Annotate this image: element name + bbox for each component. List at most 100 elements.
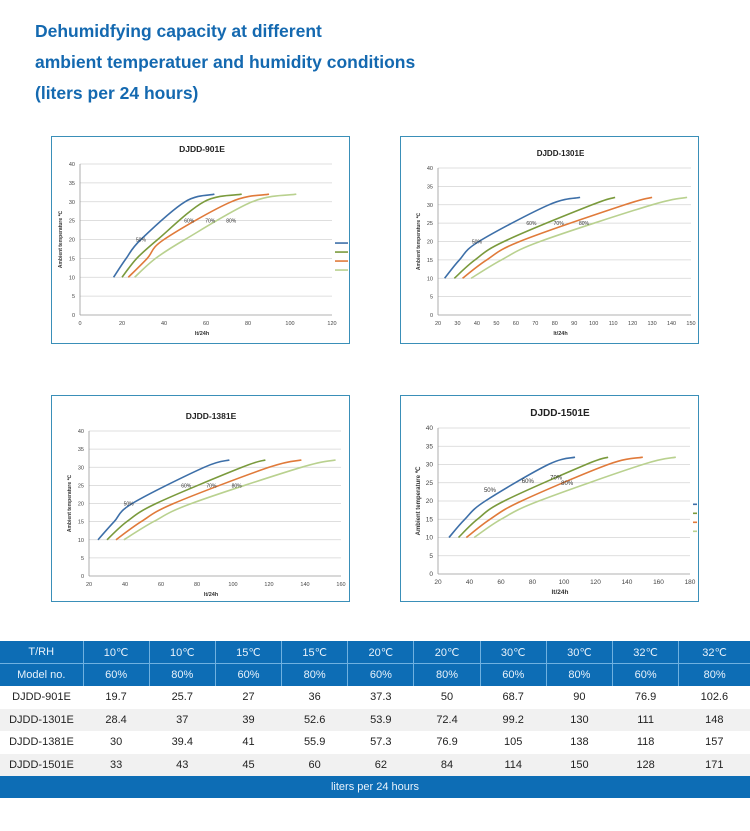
y-tick-label: 0 [429,571,433,578]
table-footer-row: liters per 24 hours [0,776,750,798]
y-tick-label: 5 [430,295,433,301]
x-tick-label: 120 [264,582,273,588]
header-row-temperature: T/RH 10℃ 10℃ 15℃ 15℃ 20℃ 20℃ 30℃ 30℃ 32℃ 32℃ [0,641,750,664]
y-tick-label: 0 [430,313,433,319]
data-annotation: 50% [136,238,147,244]
data-annotation: 70% [205,219,216,225]
chart-djdd-1501e: DJDD-1501E 0 5 10 15 20 25 30 35 40 20 40 60 80 100 120… [400,395,699,602]
x-tick-label: 80 [552,321,558,327]
table-row: DJDD-1381E 30 39.4 41 55.9 57.3 76.9 105 138 118 1… [0,731,750,754]
table-cell: 32℃ [612,641,680,664]
x-tick-label: 40 [466,579,474,586]
data-annotation: 60% [181,483,192,489]
table-cell: 68.7 [480,686,547,709]
table-cell: 10℃ [83,641,150,664]
data-annotation: 80% [232,483,243,489]
table-cell: 157 [678,731,750,754]
chart-djdd-1301e: DJDD-1301E 0 5 10 15 20 25 30 35 40 20 30 40 50 60 70 80… [400,136,699,344]
series-line-50pct [97,459,230,541]
y-tick-label: 20 [426,498,434,505]
table-cell: 15℃ [215,641,283,664]
table-cell: 99.2 [480,708,547,731]
y-tick-label: 15 [427,258,433,264]
x-axis-label: lt/24h [204,592,219,598]
data-annotation: 80% [579,221,590,227]
chart-svg: DJDD-901E 0 5 10 15 20 25 30 35 40 0 20 40 60 80 100 120… [57,144,348,337]
table-cell: 60% [612,663,680,686]
y-tick-label: 40 [69,162,75,168]
y-axis-label: Ambient temperature ℃ [66,474,73,532]
table-cell: 57.3 [347,731,414,754]
x-tick-label: 30 [454,321,460,327]
row-label-cell: DJDD-1501E [0,753,83,776]
row-label-cell: DJDD-1381E [0,731,83,754]
y-tick-label: 40 [78,429,84,435]
x-tick-label: 20 [119,321,125,327]
series-line-50pct [448,456,576,539]
table-cell: 37.3 [347,686,414,709]
x-tick-label: 180 [685,579,696,586]
series-line-60pct [121,193,242,278]
y-tick-label: 25 [69,219,75,225]
data-annotation: 50% [124,502,135,508]
x-tick-label: 100 [589,321,598,327]
row-label-cell: Model no. [0,663,84,686]
y-tick-label: 30 [426,462,434,469]
chart-title: DJDD-901E [179,144,225,154]
data-annotation: 60% [522,479,535,485]
x-tick-label: 70 [532,321,538,327]
page-headline: Dehumidfying capacity at different ambie… [35,16,415,109]
table-cell: 138 [546,731,613,754]
x-tick-label: 90 [571,321,577,327]
x-tick-label: 80 [194,582,200,588]
x-tick-label: 140 [300,582,309,588]
table-cell: 20℃ [413,641,481,664]
table-cell: 130 [546,708,613,731]
table-cell: 150 [546,753,613,776]
table-cell: 60% [215,663,283,686]
x-tick-label: 40 [161,321,167,327]
x-tick-label: 120 [628,321,637,327]
data-annotation: 70% [206,483,217,489]
x-tick-label: 80 [245,321,251,327]
y-tick-label: 20 [427,240,433,246]
y-tick-label: 15 [426,516,434,523]
table-cell: 60% [480,663,547,686]
x-axis-label: lt/24h [552,589,569,596]
y-tick-label: 0 [72,313,75,319]
table-cell: 105 [480,731,547,754]
chart-svg: DJDD-1301E 0 5 10 15 20 25 30 35 40 20 30 40 50 60 70 80… [415,149,696,337]
table-cell: 50 [413,686,481,709]
series-line-70pct [462,196,653,279]
y-tick-label: 40 [426,425,434,432]
table-cell: 60 [281,753,348,776]
series-line-70pct [465,456,643,539]
y-tick-label: 25 [78,483,84,489]
table-cell: 39 [215,708,282,731]
table-cell: 20℃ [347,641,415,664]
headline-line-3: (liters per 24 hours) [35,83,199,103]
y-tick-label: 10 [69,275,75,281]
x-tick-label: 100 [285,321,294,327]
y-tick-label: 35 [426,443,434,450]
table-row: DJDD-901E 19.7 25.7 27 36 37.3 50 68.7 90 76.9 102… [0,686,750,709]
x-tick-label: 40 [474,321,480,327]
series-line-70pct [127,193,270,278]
data-annotation: 50% [472,240,483,246]
chart-djdd-901e: DJDD-901E 0 5 10 15 20 25 30 35 40 0 20 40 60 80 100 120… [51,136,350,344]
data-annotation: 70% [554,221,565,227]
table-cell: 25.7 [149,686,216,709]
x-tick-label: 50 [493,321,499,327]
series-line-60pct [453,196,616,279]
table-cell: 114 [480,753,547,776]
y-tick-label: 30 [78,465,84,471]
x-axis-label: lt/24h [553,331,568,337]
y-tick-label: 5 [81,556,84,562]
header-row-humidity: Model no. 60% 80% 60% 80% 60% 80% 60% 80% 60% 80% [0,663,750,686]
y-axis-label: Ambient temperature ℃ [415,466,422,535]
x-tick-label: 40 [122,582,128,588]
table-cell: 118 [612,731,679,754]
table-cell: 80% [546,663,614,686]
x-tick-label: 120 [327,321,336,327]
y-tick-label: 0 [81,574,84,580]
